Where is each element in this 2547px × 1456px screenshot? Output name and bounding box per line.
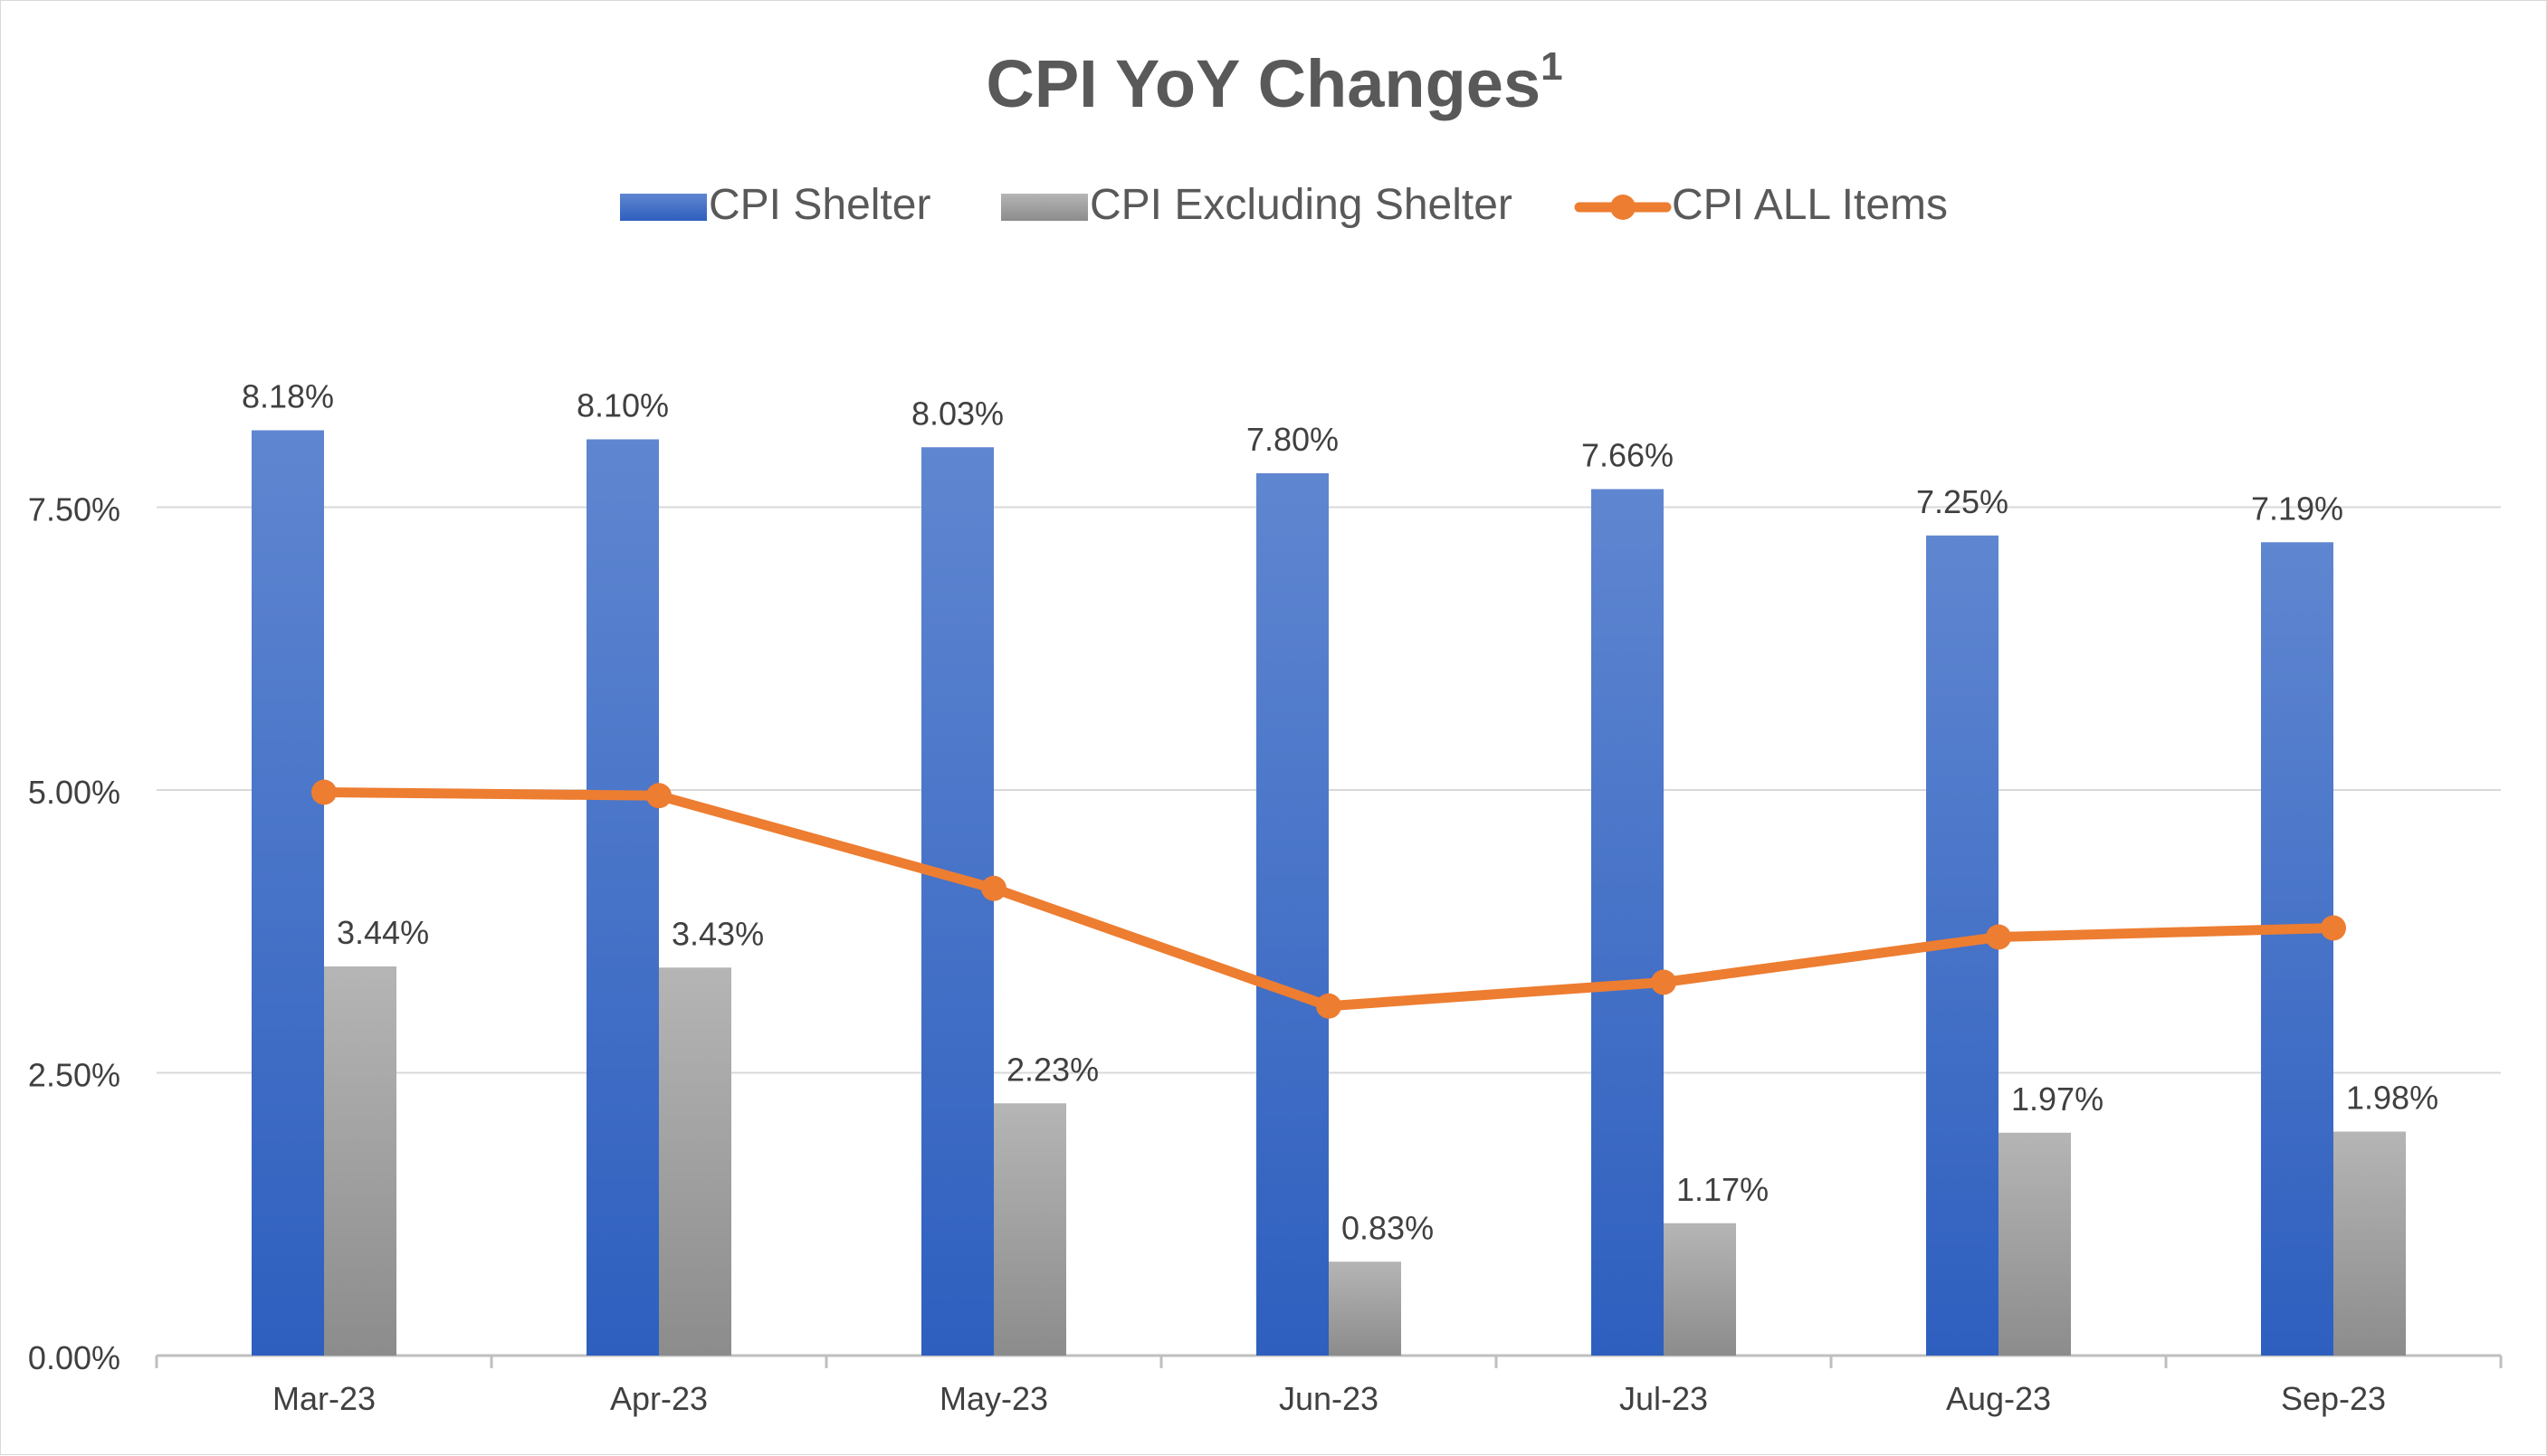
bar-cpi-shelter — [1591, 489, 1664, 1356]
bar-cpi-shelter — [587, 439, 659, 1356]
legend-label-cpi-excluding-shelter: CPI Excluding Shelter — [1090, 181, 1512, 229]
data-label-cpi-shelter: 7.66% — [1581, 437, 1674, 474]
bar-cpi-shelter — [2261, 542, 2333, 1356]
data-label-cpi-shelter: 8.18% — [242, 378, 334, 415]
y-tick-label: 2.50% — [28, 1057, 120, 1094]
data-label-cpi-excluding-shelter: 1.97% — [2011, 1080, 2103, 1118]
data-label-cpi-excluding-shelter: 0.83% — [1341, 1209, 1434, 1246]
bar-cpi-excluding-shelter — [994, 1103, 1066, 1356]
x-tick-label: Mar-23 — [272, 1380, 376, 1417]
data-label-cpi-excluding-shelter: 3.44% — [337, 914, 429, 951]
data-label-cpi-shelter: 8.03% — [911, 395, 1004, 432]
point-cpi-all-items — [1651, 969, 1676, 995]
data-label-cpi-shelter: 7.25% — [1916, 483, 2008, 520]
data-label-cpi-shelter: 8.10% — [577, 387, 669, 424]
point-cpi-all-items — [1986, 924, 2011, 950]
bar-cpi-shelter — [252, 430, 324, 1356]
point-cpi-all-items — [646, 783, 672, 809]
y-tick-label: 7.50% — [28, 491, 120, 528]
bar-cpi-shelter — [1256, 473, 1329, 1356]
data-label-cpi-excluding-shelter: 1.98% — [2346, 1080, 2438, 1117]
legend-label-cpi-all-items: CPI ALL Items — [1672, 181, 1948, 229]
x-tick-label: Jun-23 — [1279, 1380, 1378, 1417]
bar-cpi-excluding-shelter — [324, 966, 396, 1356]
y-tick-label: 5.00% — [28, 774, 120, 811]
data-label-cpi-excluding-shelter: 3.43% — [672, 915, 764, 952]
x-tick-label: Jul-23 — [1619, 1380, 1708, 1417]
data-label-cpi-shelter: 7.80% — [1246, 421, 1339, 458]
legend-marker-cpi-all-items — [1610, 195, 1636, 220]
x-tick-label: Apr-23 — [610, 1380, 708, 1417]
data-label-cpi-shelter: 7.19% — [2251, 490, 2343, 527]
bar-cpi-shelter — [921, 447, 994, 1356]
point-cpi-all-items — [1316, 993, 1341, 1019]
bar-cpi-excluding-shelter — [1998, 1132, 2071, 1356]
data-label-cpi-excluding-shelter: 1.17% — [1676, 1171, 1769, 1208]
x-tick-label: Aug-23 — [1946, 1380, 2051, 1417]
bar-cpi-excluding-shelter — [2333, 1131, 2406, 1356]
legend: CPI Shelter CPI Excluding Shelter CPI AL… — [620, 181, 1948, 229]
point-cpi-all-items — [2321, 915, 2346, 941]
chart-title: CPI YoY Changes1 — [986, 44, 1562, 121]
point-cpi-all-items — [311, 779, 337, 805]
bar-cpi-excluding-shelter — [1329, 1261, 1401, 1356]
y-tick-label: 0.00% — [28, 1339, 120, 1376]
legend-swatch-cpi-shelter — [620, 194, 707, 221]
x-tick-label: Sep-23 — [2281, 1380, 2386, 1417]
bar-cpi-excluding-shelter — [659, 967, 731, 1356]
data-label-cpi-excluding-shelter: 2.23% — [1006, 1051, 1099, 1088]
legend-swatch-cpi-excluding-shelter — [1001, 194, 1088, 221]
legend-label-cpi-shelter: CPI Shelter — [709, 181, 930, 229]
point-cpi-all-items — [981, 875, 1006, 901]
x-tick-label: May-23 — [940, 1380, 1048, 1417]
bar-cpi-excluding-shelter — [1664, 1223, 1736, 1356]
